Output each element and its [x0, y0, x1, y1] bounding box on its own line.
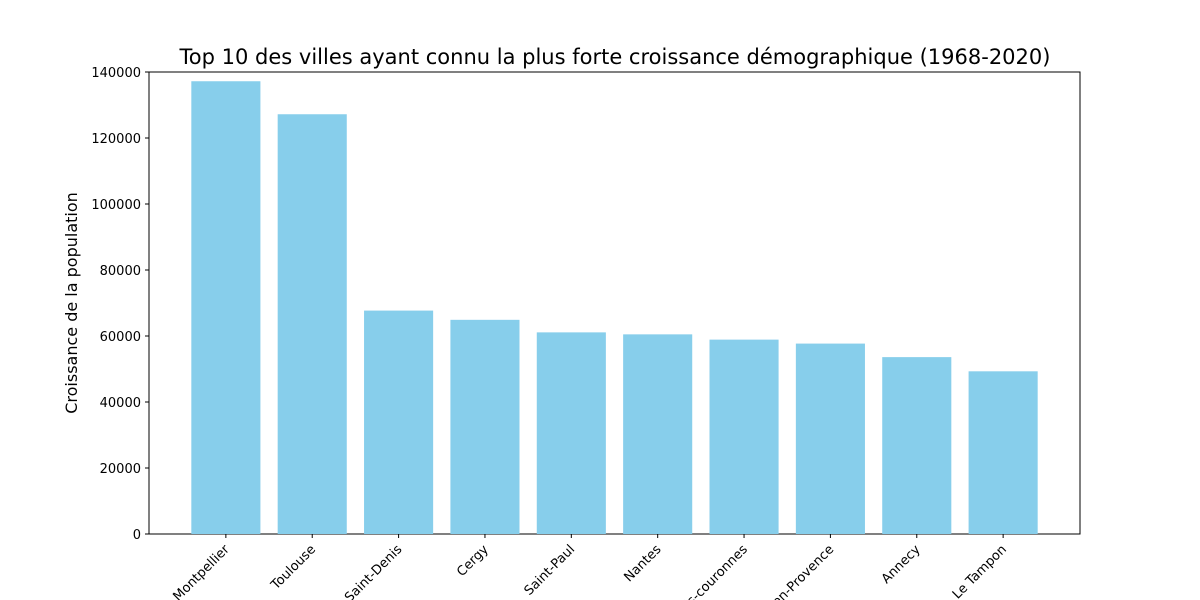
y-tick-label: 140000 — [91, 66, 141, 81]
x-tick-label: Le Tampon — [950, 542, 1010, 600]
x-tick-label: Saint-Denis — [342, 542, 405, 600]
y-tick-label: 60000 — [100, 330, 141, 345]
x-tick-label: Nantes — [622, 542, 665, 585]
chart-title: Top 10 des villes ayant connu la plus fo… — [179, 45, 1051, 69]
y-tick-label: 80000 — [100, 264, 141, 279]
y-tick-label: 120000 — [91, 132, 141, 147]
plot-frame — [148, 71, 1081, 535]
bar — [450, 319, 520, 534]
bar — [968, 371, 1038, 534]
bar — [623, 334, 693, 534]
bar — [191, 81, 261, 535]
x-tick-label: Annecy — [879, 542, 924, 587]
x-tick-label: Aix-en-Provence — [752, 542, 837, 600]
y-tick-label: 100000 — [91, 198, 141, 213]
x-tick-label: Saint-Paul — [522, 542, 579, 599]
y-tick-label: 0 — [133, 528, 141, 543]
x-tick-label: Les Trois-couronnes — [650, 542, 751, 600]
y-axis-label: Croissance de la population — [62, 192, 81, 414]
x-tick-label: Montpellier — [171, 542, 234, 600]
bar — [277, 114, 347, 535]
bar — [709, 339, 779, 534]
y-tick-label: 40000 — [100, 396, 141, 411]
bar — [364, 310, 434, 534]
bar — [536, 332, 606, 534]
y-tick-label: 20000 — [100, 462, 141, 477]
x-tick-label: Toulouse — [268, 542, 319, 593]
bar — [795, 343, 865, 534]
x-tick-label: Cergy — [454, 542, 492, 580]
bar — [882, 357, 952, 534]
